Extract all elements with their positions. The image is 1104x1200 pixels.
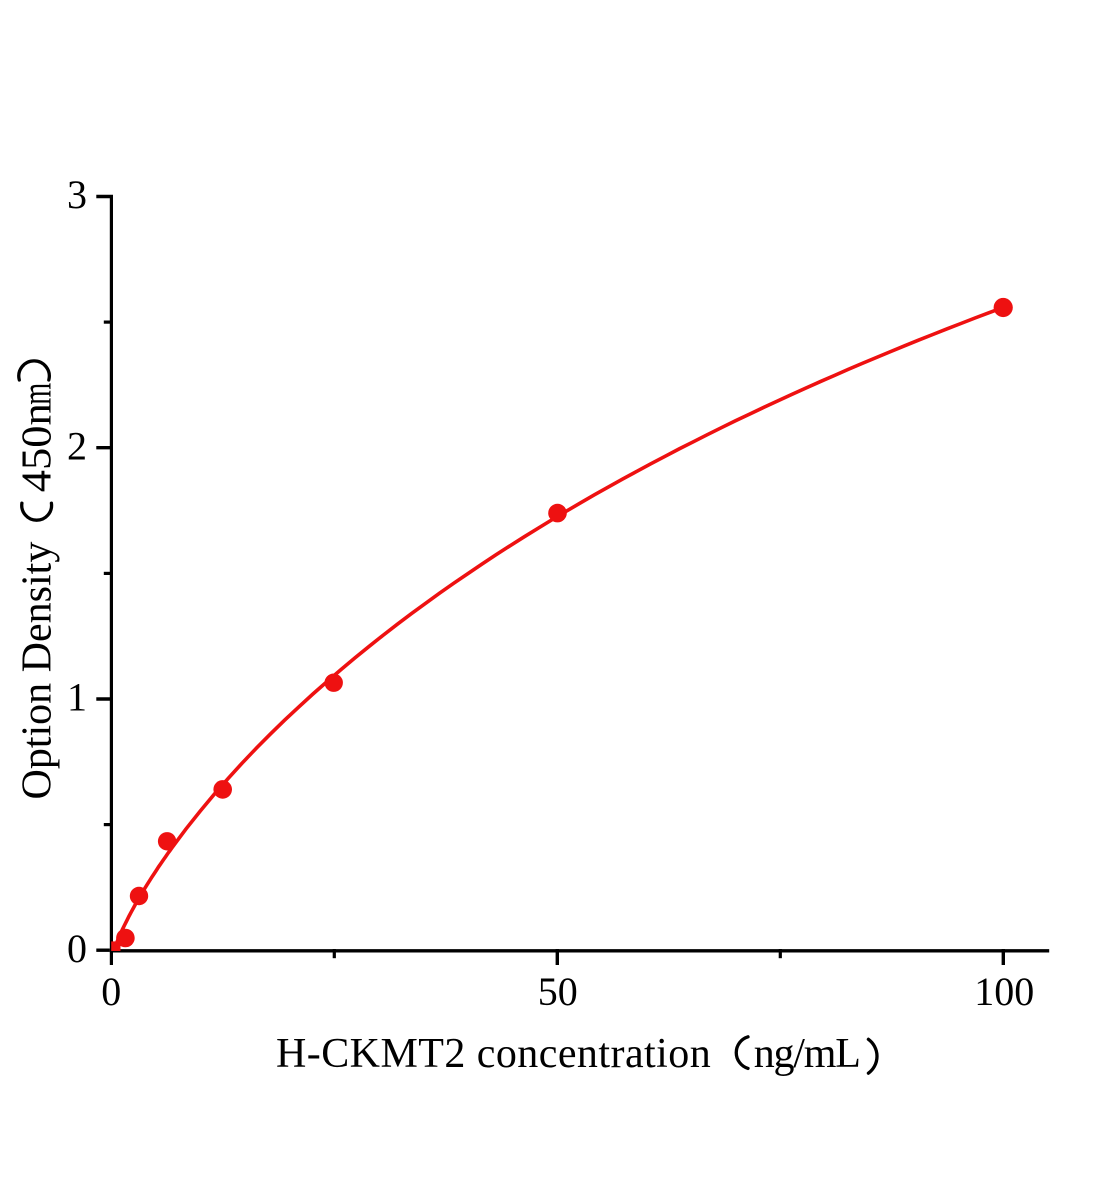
svg-text:1: 1 (67, 675, 87, 720)
svg-text:100: 100 (974, 969, 1034, 1014)
svg-text:0: 0 (67, 926, 87, 971)
svg-text:3: 3 (67, 172, 87, 217)
svg-text:50: 50 (538, 969, 578, 1014)
svg-text:2: 2 (67, 423, 87, 468)
svg-text:Option Density450nm: Option Density450nm (15, 383, 61, 800)
svg-text:0: 0 (101, 969, 121, 1014)
